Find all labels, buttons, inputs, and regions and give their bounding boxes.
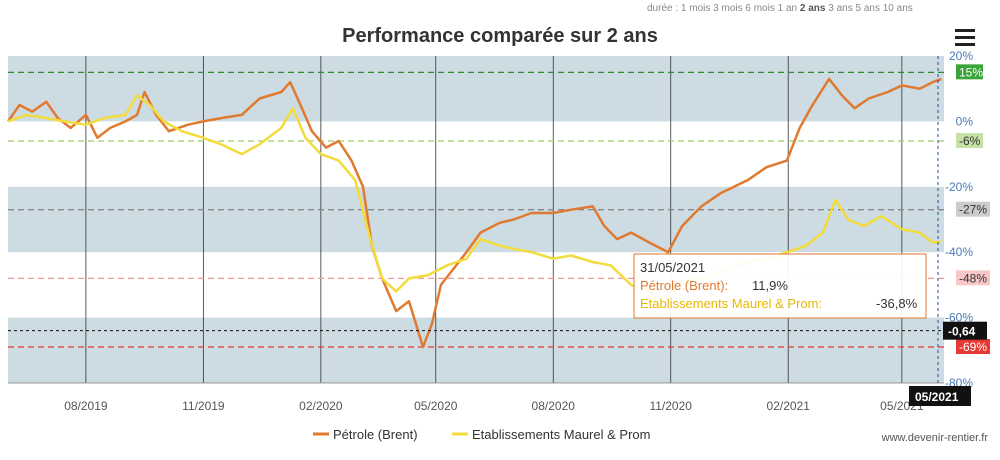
crosshair-y-badge [943,321,987,340]
crosshair-y-label: -0,64 [948,325,976,339]
y-tick-label: 0% [956,114,974,128]
tooltip: 31/05/2021 Pétrole (Brent): 11,9% Etablisse… [633,253,927,319]
x-axis-tick-labels: 08/2019 11/2019 02/2020 05/2020 08/2020 11/20… [64,399,924,413]
legend: Pétrole (Brent) Etablissements Maurel & P… [313,427,650,442]
tooltip-date: 31/05/2021 [640,260,705,275]
tooltip-series-value: 11,9% [752,278,788,293]
x-tick-label: 05/2020 [414,399,458,413]
reference-badge [956,64,983,80]
legend-item[interactable]: Etablissements Maurel & Prom [452,427,650,442]
x-tick-label: 08/2019 [64,399,108,413]
series-lines [6,77,942,349]
series-line-maurel [7,93,942,300]
crosshair-x-badge [909,386,971,406]
duration-prefix: durée : [647,3,681,14]
legend-label: Etablissements Maurel & Prom [472,427,650,442]
hamburger-menu-icon[interactable] [948,28,976,48]
svg-text:durée : 1 mois 3 mois 6 mois 1: durée : 1 mois 3 mois 6 mois 1 an 2 ans … [647,3,913,14]
y-tick-label: -40% [945,245,973,259]
gridlines [8,56,944,384]
legend-item[interactable]: Pétrole (Brent) [313,427,418,442]
duration-option[interactable]: 6 mois [745,3,777,14]
source-watermark: www.devenir-rentier.fr [881,432,989,444]
reference-badge-label: -6% [959,134,981,148]
y-tick-label: -60% [945,311,973,325]
y-band [8,56,944,122]
reference-badge-label: -27% [959,203,987,217]
reference-badge [956,270,990,286]
duration-option[interactable]: 5 ans [855,3,882,14]
duration-option[interactable]: 3 mois [713,3,745,14]
duration-selector: durée : 1 mois 3 mois 6 mois 1 an 2 ans … [647,3,913,14]
legend-label: Pétrole (Brent) [333,427,418,442]
y-tick-label: -20% [945,180,973,194]
duration-option[interactable]: 1 mois [681,3,713,14]
reference-badge [956,339,990,355]
chart-title: Performance comparée sur 2 ans [342,25,658,47]
x-tick-label: 08/2020 [532,399,576,413]
x-tick-label: 11/2020 [649,399,692,413]
reference-badge [956,133,983,149]
reference-badge-label: -69% [959,340,987,354]
crosshair: -0,64 05/2021 [8,56,987,406]
duration-option[interactable]: 3 ans [828,3,855,14]
reference-badge-label: 15% [959,65,983,79]
crosshair-x-label: 05/2021 [915,390,959,404]
tooltip-series-value: -36,8% [876,296,918,311]
x-tick-label: 11/2019 [182,399,225,413]
duration-option[interactable]: 1 an [778,3,800,14]
reference-badge [956,201,990,217]
tooltip-series-label: Pétrole (Brent): [640,278,728,293]
y-band [8,186,944,253]
duration-option[interactable]: 10 ans [883,3,913,14]
duration-option[interactable]: 2 ans [800,3,828,14]
x-tick-label: 02/2020 [299,399,343,413]
tooltip-box [633,253,927,319]
reference-badge-label: -48% [959,271,987,285]
y-tick-label: 20% [949,49,973,63]
y-band [8,317,944,383]
tooltip-series-label: Etablissements Maurel & Prom: [640,296,822,311]
x-tick-label: 02/2021 [767,399,811,413]
